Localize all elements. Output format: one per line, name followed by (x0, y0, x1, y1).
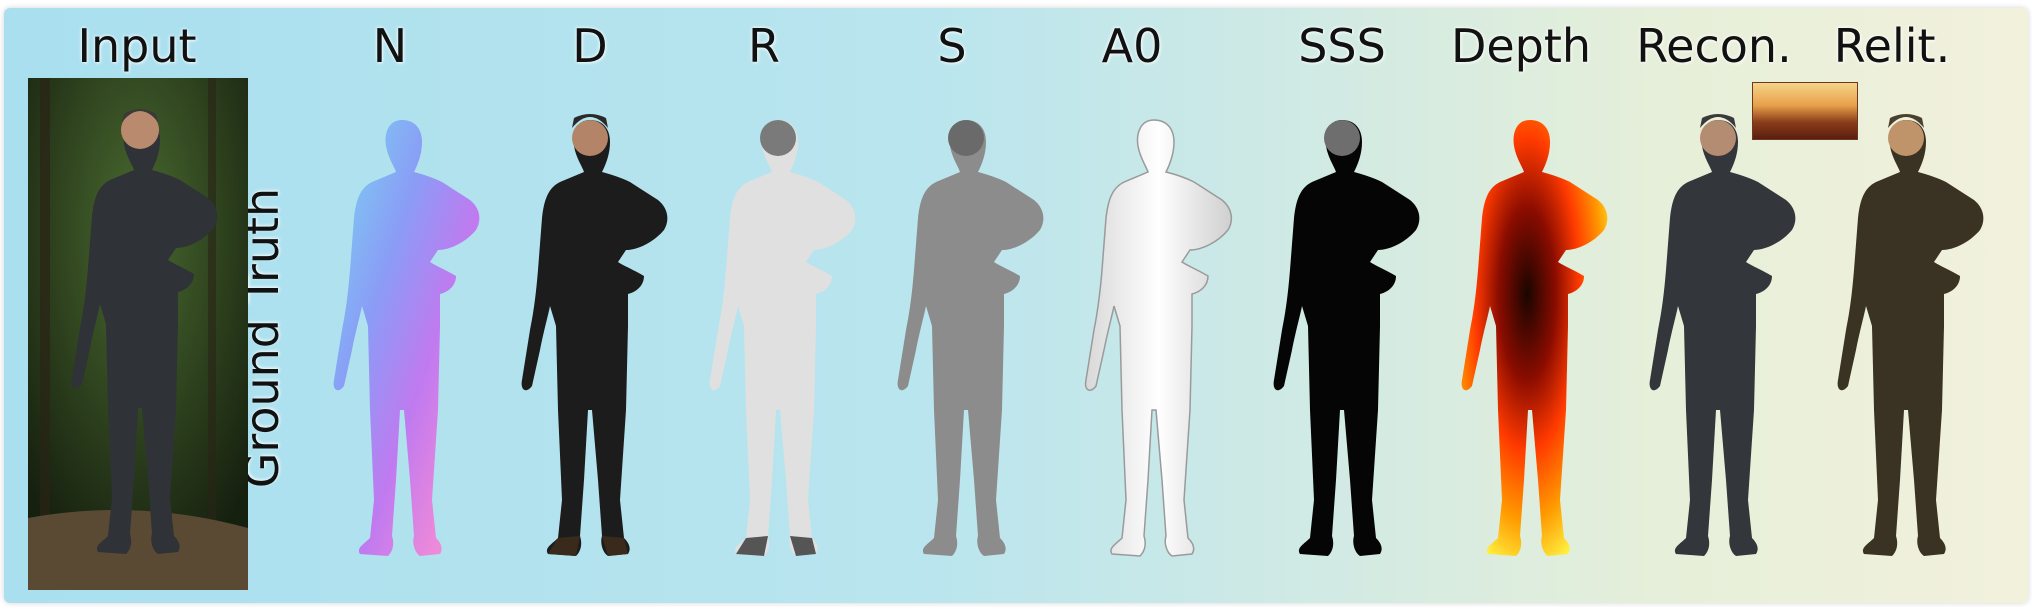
input-photo (28, 78, 248, 590)
column-label-relit: Relit. (1833, 19, 1951, 73)
column-label-diffuse: D (572, 19, 608, 73)
specular-figure (854, 76, 1044, 576)
environment-map-thumbnail (1752, 82, 1858, 140)
column-label-reconstruction: Recon. (1636, 19, 1792, 73)
diffuse-albedo-figure (478, 76, 668, 576)
column-label-ambient-occlusion: A0 (1101, 19, 1163, 73)
normal-map-figure (290, 76, 480, 576)
column-label-depth: Depth (1450, 19, 1592, 73)
reconstruction-figure (1606, 76, 1796, 576)
ambient-occlusion-figure (1042, 76, 1233, 576)
subsurface-scattering-figure (1230, 76, 1420, 576)
column-label-roughness: R (748, 19, 780, 73)
relit-figure (1794, 76, 1984, 576)
roughness-figure (666, 76, 856, 576)
column-label-subsurface: SSS (1298, 19, 1386, 73)
column-label-normal: N (372, 19, 408, 73)
column-label-specular: S (937, 19, 967, 73)
depth-map-figure (1418, 76, 1608, 576)
column-label-input: Input (77, 19, 197, 73)
